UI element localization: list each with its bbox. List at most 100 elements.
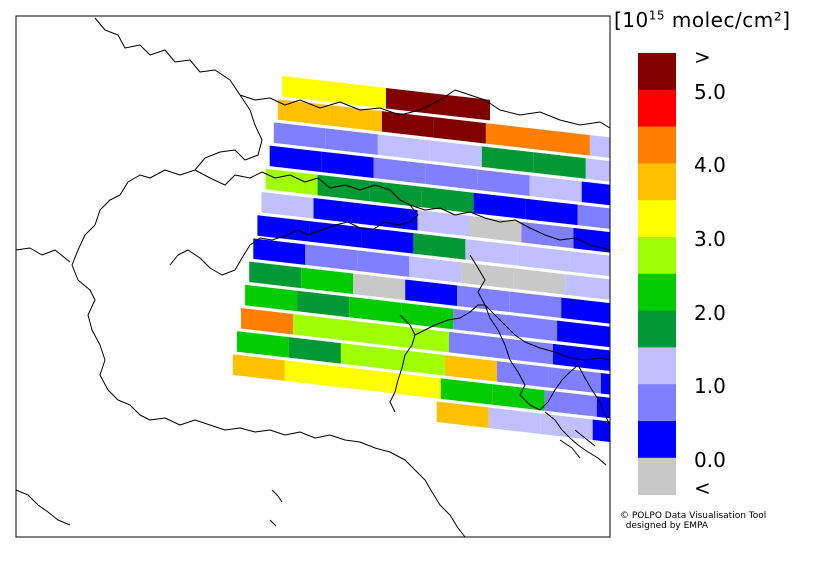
swath-pixel	[397, 326, 449, 352]
swath-pixel	[357, 250, 409, 276]
swath-pixel	[782, 252, 813, 278]
swath-pixel	[253, 238, 305, 264]
swath-pixel	[441, 378, 493, 404]
swath-pixel	[686, 193, 738, 219]
coast-liguria	[118, 400, 465, 537]
swath-pixel	[337, 366, 389, 392]
swath-pixel	[673, 263, 725, 289]
legend-label: 1.0	[694, 374, 726, 398]
swath-pixel	[401, 303, 453, 329]
swath-pixel	[749, 437, 801, 463]
legend-title: [1015 molec/cm²]	[614, 8, 791, 32]
swath-pixel	[378, 134, 430, 160]
swath-pixel	[366, 204, 418, 230]
swath-pixel	[282, 76, 334, 102]
legend-color-box	[638, 237, 676, 274]
swath-pixel	[478, 170, 530, 196]
legend-color-box	[638, 53, 676, 90]
swath-pixel	[430, 140, 482, 166]
swath-pixel	[701, 408, 753, 434]
swath-pixel	[382, 111, 434, 137]
swath-pixel	[374, 158, 426, 184]
legend-color-bar	[638, 53, 676, 495]
swath-pixel	[738, 199, 790, 225]
border-france-alps	[72, 95, 262, 400]
swath-pixel	[285, 360, 337, 386]
legend-color-box	[638, 274, 676, 311]
swath-pixel	[578, 205, 630, 231]
swath-pixel	[505, 315, 557, 341]
swath-pixel	[245, 285, 297, 311]
swath-pixel	[549, 367, 601, 393]
swath-pixel	[761, 368, 813, 394]
swath-pixel	[534, 152, 586, 178]
swath-pixel	[582, 181, 634, 207]
swath-pixel	[353, 274, 405, 300]
swath-pixel	[474, 193, 526, 219]
swath-pixel	[301, 268, 353, 294]
legend-label: <	[694, 476, 711, 500]
legend-color-box	[638, 90, 676, 127]
swath-pixel	[341, 343, 393, 369]
swath-pixel	[437, 402, 489, 428]
legend-label: 3.0	[694, 227, 726, 251]
swath-pixel	[798, 159, 813, 185]
swath-pixel	[509, 292, 561, 318]
swath-pixel	[489, 408, 541, 434]
swath-pixel	[746, 153, 798, 179]
swath-pixel	[370, 181, 422, 207]
swath-pixel	[461, 262, 513, 288]
swath-pixel	[586, 158, 638, 184]
swath-pixel	[765, 345, 813, 371]
swath-pixel	[405, 280, 457, 306]
swath-pixel	[501, 338, 553, 364]
border-france-north	[95, 18, 240, 95]
swath-pixel	[438, 94, 490, 120]
swath-pixel	[753, 414, 805, 440]
swath-pixel	[409, 256, 461, 282]
swath-pixel	[434, 117, 486, 143]
swath-pixel	[345, 320, 397, 346]
corsica-north	[16, 490, 70, 525]
swath-pixel	[334, 82, 386, 108]
legend-label: 2.0	[694, 301, 726, 325]
swath-pixel	[270, 146, 322, 172]
legend-label: 5.0	[694, 80, 726, 104]
border-france-west	[16, 248, 70, 262]
swath-pixel	[773, 298, 813, 324]
legend-color-box	[638, 311, 676, 348]
swath-pixel	[293, 314, 345, 340]
swath-pixel	[330, 105, 382, 131]
swath-pixel	[289, 337, 341, 363]
legend-color-box	[638, 384, 676, 421]
swath-pixel	[590, 135, 642, 161]
legend-label: 4.0	[694, 153, 726, 177]
swath-pixel	[522, 222, 574, 248]
swath-pixel	[757, 391, 809, 417]
credit-text: © POLPO Data Visualisation Tool designed…	[620, 511, 766, 531]
swath-pixel	[266, 169, 318, 195]
legend-color-box	[638, 163, 676, 200]
swath-pixel	[449, 332, 501, 358]
legend-title-exponent: 15	[649, 8, 665, 22]
swath-pixel	[257, 215, 309, 241]
swath-pixel	[453, 309, 505, 335]
swath-pixel	[561, 297, 613, 323]
swath-pixel	[386, 88, 438, 114]
elba-island	[270, 490, 282, 526]
swath-pixel	[349, 297, 401, 323]
swath-pixel	[486, 123, 538, 149]
swath-pixel	[413, 233, 465, 259]
swath-pixel	[482, 146, 534, 172]
swath-pixel	[769, 321, 813, 347]
swath-pixel	[241, 308, 293, 334]
swath-pixel	[445, 355, 497, 381]
swath-pixel	[318, 175, 370, 201]
legend-color-box	[638, 458, 676, 495]
swath-pixel	[493, 384, 545, 410]
swath-pixel	[465, 239, 517, 265]
swath-pixel	[249, 262, 301, 288]
swath-pixel	[526, 199, 578, 225]
legend-color-box	[638, 421, 676, 458]
